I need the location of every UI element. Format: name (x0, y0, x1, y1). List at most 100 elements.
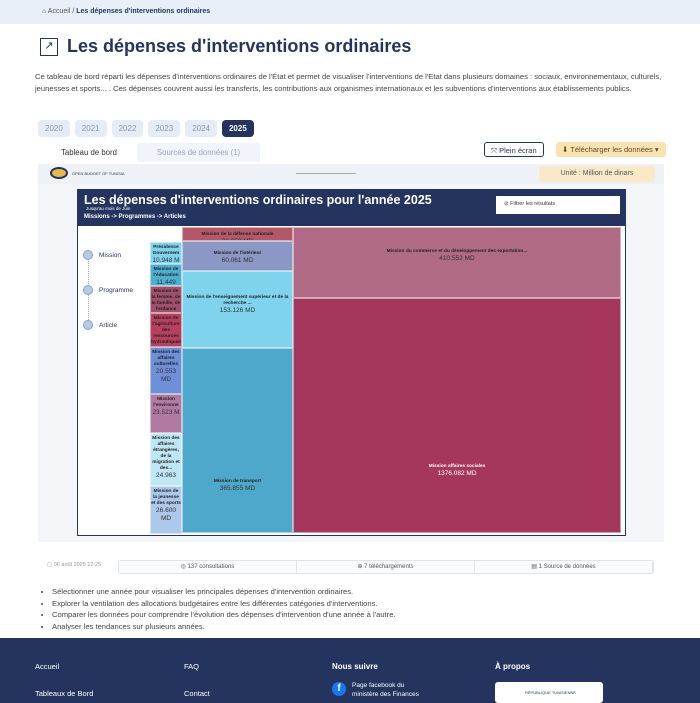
update-date: ▢ 06 août 2025 12:25 (47, 562, 101, 568)
radio-icon (83, 320, 93, 330)
year-2025[interactable]: 2025 (221, 120, 254, 137)
downloads-text: 7 téléchargements (364, 564, 414, 570)
tile-label: Mission de l'intérieur (213, 251, 262, 256)
treemap-tile[interactable]: Mission de la défense nationale26.659 MD (182, 227, 293, 241)
chart-line-icon: ↗ (40, 37, 58, 56)
treemap-tile[interactable]: Mission de la jeunesse et des sports 26.6… (150, 486, 182, 534)
download-button[interactable]: ⬇ Télécharger les données ▾ (556, 142, 666, 157)
level-mission[interactable]: Mission (83, 250, 121, 260)
facebook-link[interactable]: Page facebook du ministère des Finances (352, 682, 419, 698)
treemap-tile[interactable]: Mission de l'intérieur 60.061 MD (182, 241, 293, 271)
year-2024[interactable]: 2024 (185, 120, 217, 137)
breadcrumb-home[interactable]: Accueil (47, 8, 71, 15)
eye-icon: ◎ (180, 564, 188, 570)
downloads-stat: ⊕ 7 téléchargements (297, 561, 475, 573)
footer-link-faq[interactable]: FAQ (184, 662, 200, 671)
home-icon: ⌂ (42, 8, 47, 15)
treemap-tile[interactable]: Mission de l'enseignement supérieur et d… (182, 271, 293, 348)
tile-value: 24.963 (156, 472, 176, 479)
radio-icon (83, 250, 93, 260)
year-2021[interactable]: 2021 (74, 120, 107, 137)
year-2020[interactable]: 2020 (38, 120, 70, 137)
treemap-tile[interactable]: Mission des affaires étrangères, de la m… (150, 433, 182, 486)
zoom-slider[interactable] (296, 173, 356, 174)
report-header: Les dépenses d'interventions ordinaires … (78, 190, 625, 226)
report: Les dépenses d'interventions ordinaires … (77, 189, 626, 536)
tile-value: 11.449 (156, 279, 176, 286)
tile-value: 410.552 MD (439, 255, 475, 263)
tile-label: Mission affaires sociales (428, 463, 486, 469)
tile-value: 26.659 MD (183, 238, 292, 240)
tile-value: 153.126 MD (219, 307, 256, 315)
page-header: ↗ Les dépenses d'interventions ordinaires (40, 36, 411, 57)
tile-value: 23.523 M (152, 409, 180, 416)
stats-bar: ◎ 137 consultations ⊕ 7 téléchargements … (118, 560, 654, 574)
tile-value: 60.061 MD (221, 257, 254, 264)
tile-label: Mission de l'enseignement supérieur et d… (186, 295, 289, 307)
date-text: 06 août 2025 12:25 (53, 562, 102, 568)
treemap-tile[interactable]: Mission du commerce et du développement … (293, 227, 621, 298)
download-label: Télécharger les données ▾ (570, 145, 659, 154)
filter-button[interactable]: ⊘ Filtrer les résultats (496, 196, 620, 214)
page-description: Ce tableau de bord réparti les dépenses … (35, 72, 662, 93)
level-programme[interactable]: Programme (83, 285, 133, 295)
treemap-tile[interactable]: Mission de la femme, de la famille, de l… (150, 286, 182, 313)
treemap-tile[interactable]: Mission des affaires culturelles 20.553 M… (150, 347, 182, 394)
fullscreen-button[interactable]: ⤧ Plein écran (484, 142, 544, 157)
list-item: Sélectionner une année pour visualiser l… (52, 586, 396, 598)
tile-label: Mission de transport (213, 478, 262, 484)
tile-label: Mission de l'agriculture des ressources … (151, 316, 181, 345)
tile-label: Mission des affaires étrangères, de la m… (152, 436, 180, 471)
database-icon: ▤ (531, 564, 539, 570)
tile-label: Mission l'environne (153, 397, 179, 408)
footer-link-home[interactable]: Accueil (35, 662, 60, 671)
list-item: Comparer les données pour comprendre l'é… (52, 609, 396, 621)
tab-dashboard[interactable]: Tableau de bord (41, 143, 137, 162)
download-icon: ⬇ (562, 145, 571, 154)
open-budget-logo: OPEN BUDGET OF TUNISIA (50, 167, 125, 179)
treemap-tile[interactable]: Mission de l'éducation 11.449 (150, 264, 182, 286)
level-article[interactable]: Article (83, 320, 117, 330)
footer-follow-heading: Nous suivre (332, 662, 378, 671)
treemap-tile[interactable]: Présidence Gouvernem 10.948 M (150, 242, 182, 264)
breadcrumb-current: Les dépenses d'interventions ordinaires (76, 8, 211, 15)
facebook-icon[interactable]: f (332, 682, 346, 696)
treemap-tile[interactable]: Mission affaires sociales 1376.082 MD (293, 298, 621, 533)
sources-stat[interactable]: ▤ 1 Source de données (475, 561, 653, 573)
tabs: Tableau de bord Sources de données (1) (41, 143, 261, 162)
views-stat: ◎ 137 consultations (119, 561, 297, 573)
logo-text: OPEN BUDGET OF TUNISIA (72, 170, 125, 176)
eye-logo-icon (50, 167, 68, 179)
unit-label: Unité : Million de dinars (539, 166, 655, 182)
footer: Accueil Tableaux de Bord FAQ Contact Nou… (0, 638, 700, 703)
tile-value: 365.855 MD (219, 484, 256, 492)
republic-logo: RÉPUBLIQUE TUNISIENNE (495, 682, 603, 703)
level-label: Programme (99, 286, 133, 294)
list-item: Explorer la ventilation des allocations … (52, 598, 396, 610)
level-label: Mission (99, 251, 122, 259)
footer-about-heading: À propos (495, 662, 531, 671)
report-title: Les dépenses d'interventions ordinaires … (84, 193, 432, 207)
treemap-tile[interactable]: Mission de l'agriculture des ressources … (150, 313, 182, 347)
tile-label: Mission du commerce et du développement … (386, 249, 528, 255)
year-2023[interactable]: 2023 (148, 120, 181, 137)
tab-data-sources[interactable]: Sources de données (1) (136, 143, 261, 162)
breadcrumb-separator: / (72, 8, 75, 15)
treemap-tile[interactable]: Mission l'environne 23.523 M (150, 394, 182, 433)
treemap-tile[interactable]: Mission de transport 365.855 MD (182, 348, 293, 533)
tile-value: 10.948 M (152, 257, 180, 264)
views-text: 137 consultations (187, 564, 235, 570)
tile-label: Mission de l'éducation (153, 267, 179, 278)
page-title: Les dépenses d'interventions ordinaires (67, 36, 412, 56)
tile-value: 26.600 MD (156, 507, 176, 522)
footer-link-dashboards[interactable]: Tableaux de Bord (35, 689, 94, 698)
expand-icon: ⤧ (491, 146, 500, 155)
tile-value: 20.553 MD (156, 368, 176, 383)
radio-icon (83, 285, 93, 295)
eye-off-icon: ⊘ (504, 201, 511, 207)
download-circle-icon: ⊕ (357, 564, 365, 570)
year-2022[interactable]: 2022 (111, 120, 144, 137)
footer-link-contact[interactable]: Contact (184, 689, 210, 698)
instructions-list: Sélectionner une année pour visualiser l… (52, 586, 396, 632)
sources-text: 1 Source de données (538, 564, 596, 570)
